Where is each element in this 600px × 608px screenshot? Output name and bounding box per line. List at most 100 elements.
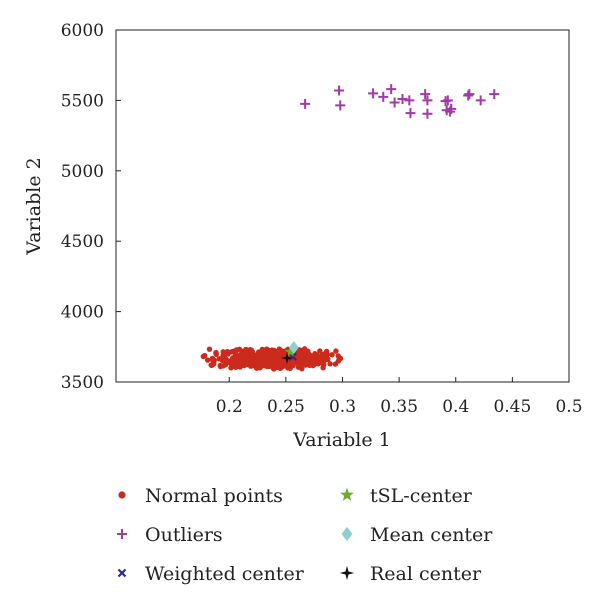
normal-point: [290, 359, 297, 366]
normal-point: [204, 357, 211, 363]
normal-point: [248, 347, 255, 353]
legend-real-center-label: Real center: [370, 563, 482, 585]
outliers-marker: [420, 89, 431, 100]
outliers-marker: [389, 97, 400, 108]
normal-point: [233, 364, 239, 370]
legend-weighted-center-marker: [117, 568, 127, 578]
legend-normal-points-marker: [118, 491, 126, 499]
y-tick-label: 4500: [61, 232, 104, 252]
x-tick-label: 0.35: [380, 397, 418, 417]
normal-point: [296, 352, 302, 358]
x-axis-ticks: 0.2 0.25 0.3 0.35 0.4 0.45 0.5: [216, 377, 583, 417]
outliers-marker: [397, 93, 408, 104]
normal-point: [248, 363, 254, 369]
x-tick-label: 0.25: [267, 397, 305, 417]
normal-point: [276, 346, 282, 352]
x-tick-label: 0.45: [493, 397, 531, 417]
outliers-marker: [464, 89, 475, 100]
y-tick-label: 4000: [61, 303, 104, 323]
outliers-marker: [386, 84, 397, 95]
normal-point: [321, 352, 328, 359]
normal-point: [202, 352, 208, 359]
markers: [281, 84, 500, 365]
normal-point: [208, 362, 215, 368]
x-tick-label: 0.2: [216, 397, 243, 417]
normal-point: [206, 346, 213, 352]
normal-point: [233, 347, 240, 353]
x-axis-label: Variable 1: [292, 429, 390, 451]
normal-point: [306, 353, 313, 360]
outliers-marker: [475, 95, 486, 106]
normal-point: [228, 349, 235, 355]
normal-point: [277, 361, 283, 368]
outliers-marker: [335, 100, 346, 111]
y-axis-ticks: 3500 4000 4500 5000 5500 6000: [61, 21, 121, 393]
normal-point: [299, 366, 305, 372]
legend-tsl-center-label: tSL-center: [370, 485, 473, 507]
outliers-marker: [463, 90, 474, 101]
normal-point: [260, 362, 266, 369]
normal-point: [323, 348, 330, 355]
normal-point: [238, 352, 245, 358]
mean-center-marker: [288, 341, 299, 355]
normal-point: [335, 358, 342, 364]
outliers-marker: [405, 108, 416, 119]
normal-point: [228, 359, 235, 366]
normal-point: [296, 358, 303, 364]
outliers-marker: [489, 89, 500, 100]
normal-point: [325, 356, 331, 363]
outliers-marker: [422, 108, 433, 119]
legend-tsl-center-marker: [340, 487, 354, 501]
outliers-marker: [300, 98, 311, 109]
outliers-marker: [442, 95, 453, 106]
legend-mean-center-label: Mean center: [370, 524, 493, 546]
normal-point: [211, 357, 217, 363]
weighted-center-marker: [288, 352, 297, 361]
normal-point: [320, 365, 326, 371]
normal-point: [255, 349, 262, 355]
y-tick-label: 3500: [61, 373, 104, 393]
normal-point: [327, 361, 333, 367]
normal-points-cluster: [200, 346, 344, 372]
normal-point: [266, 360, 272, 367]
y-tick-label: 5000: [61, 162, 104, 182]
plot-frame: [115, 29, 570, 383]
normal-point: [281, 348, 288, 354]
normal-point: [312, 350, 318, 357]
legend-mean-center-marker: [341, 526, 353, 542]
legend-normal-points-label: Normal points: [145, 485, 283, 507]
normal-point: [233, 355, 240, 362]
normal-point: [317, 348, 323, 354]
normal-point: [315, 361, 321, 367]
normal-point: [262, 355, 269, 361]
legend-weighted-center-label: Weighted center: [145, 563, 305, 585]
normal-point: [268, 351, 274, 358]
normal-point: [301, 346, 308, 352]
legend-outliers-label: Outliers: [145, 524, 223, 546]
normal-point: [237, 359, 244, 365]
normal-point: [217, 363, 224, 370]
x-tick-label: 0.3: [329, 397, 356, 417]
normal-point: [272, 353, 278, 359]
normal-point: [237, 364, 243, 370]
normal-point: [245, 354, 251, 360]
normal-point: [309, 358, 316, 364]
x-tick-label: 0.5: [555, 397, 582, 417]
legend-outliers-marker: [117, 529, 127, 539]
outliers-marker: [446, 103, 457, 114]
legend: Normal points tSL-center Outliers Mean cent…: [117, 485, 493, 585]
normal-point: [335, 353, 341, 359]
y-tick-label: 6000: [61, 21, 104, 41]
tsl-center-marker: [284, 345, 297, 357]
normal-point: [253, 360, 259, 366]
normal-point: [287, 365, 293, 372]
outliers-marker: [378, 91, 389, 102]
legend-real-center-marker: [339, 565, 355, 581]
outliers-marker: [422, 95, 433, 106]
normal-point: [333, 348, 339, 354]
y-tick-label: 5500: [61, 91, 104, 111]
normal-point: [213, 351, 219, 358]
y-axis-label: Variable 2: [23, 157, 45, 255]
outliers-marker: [368, 88, 379, 99]
